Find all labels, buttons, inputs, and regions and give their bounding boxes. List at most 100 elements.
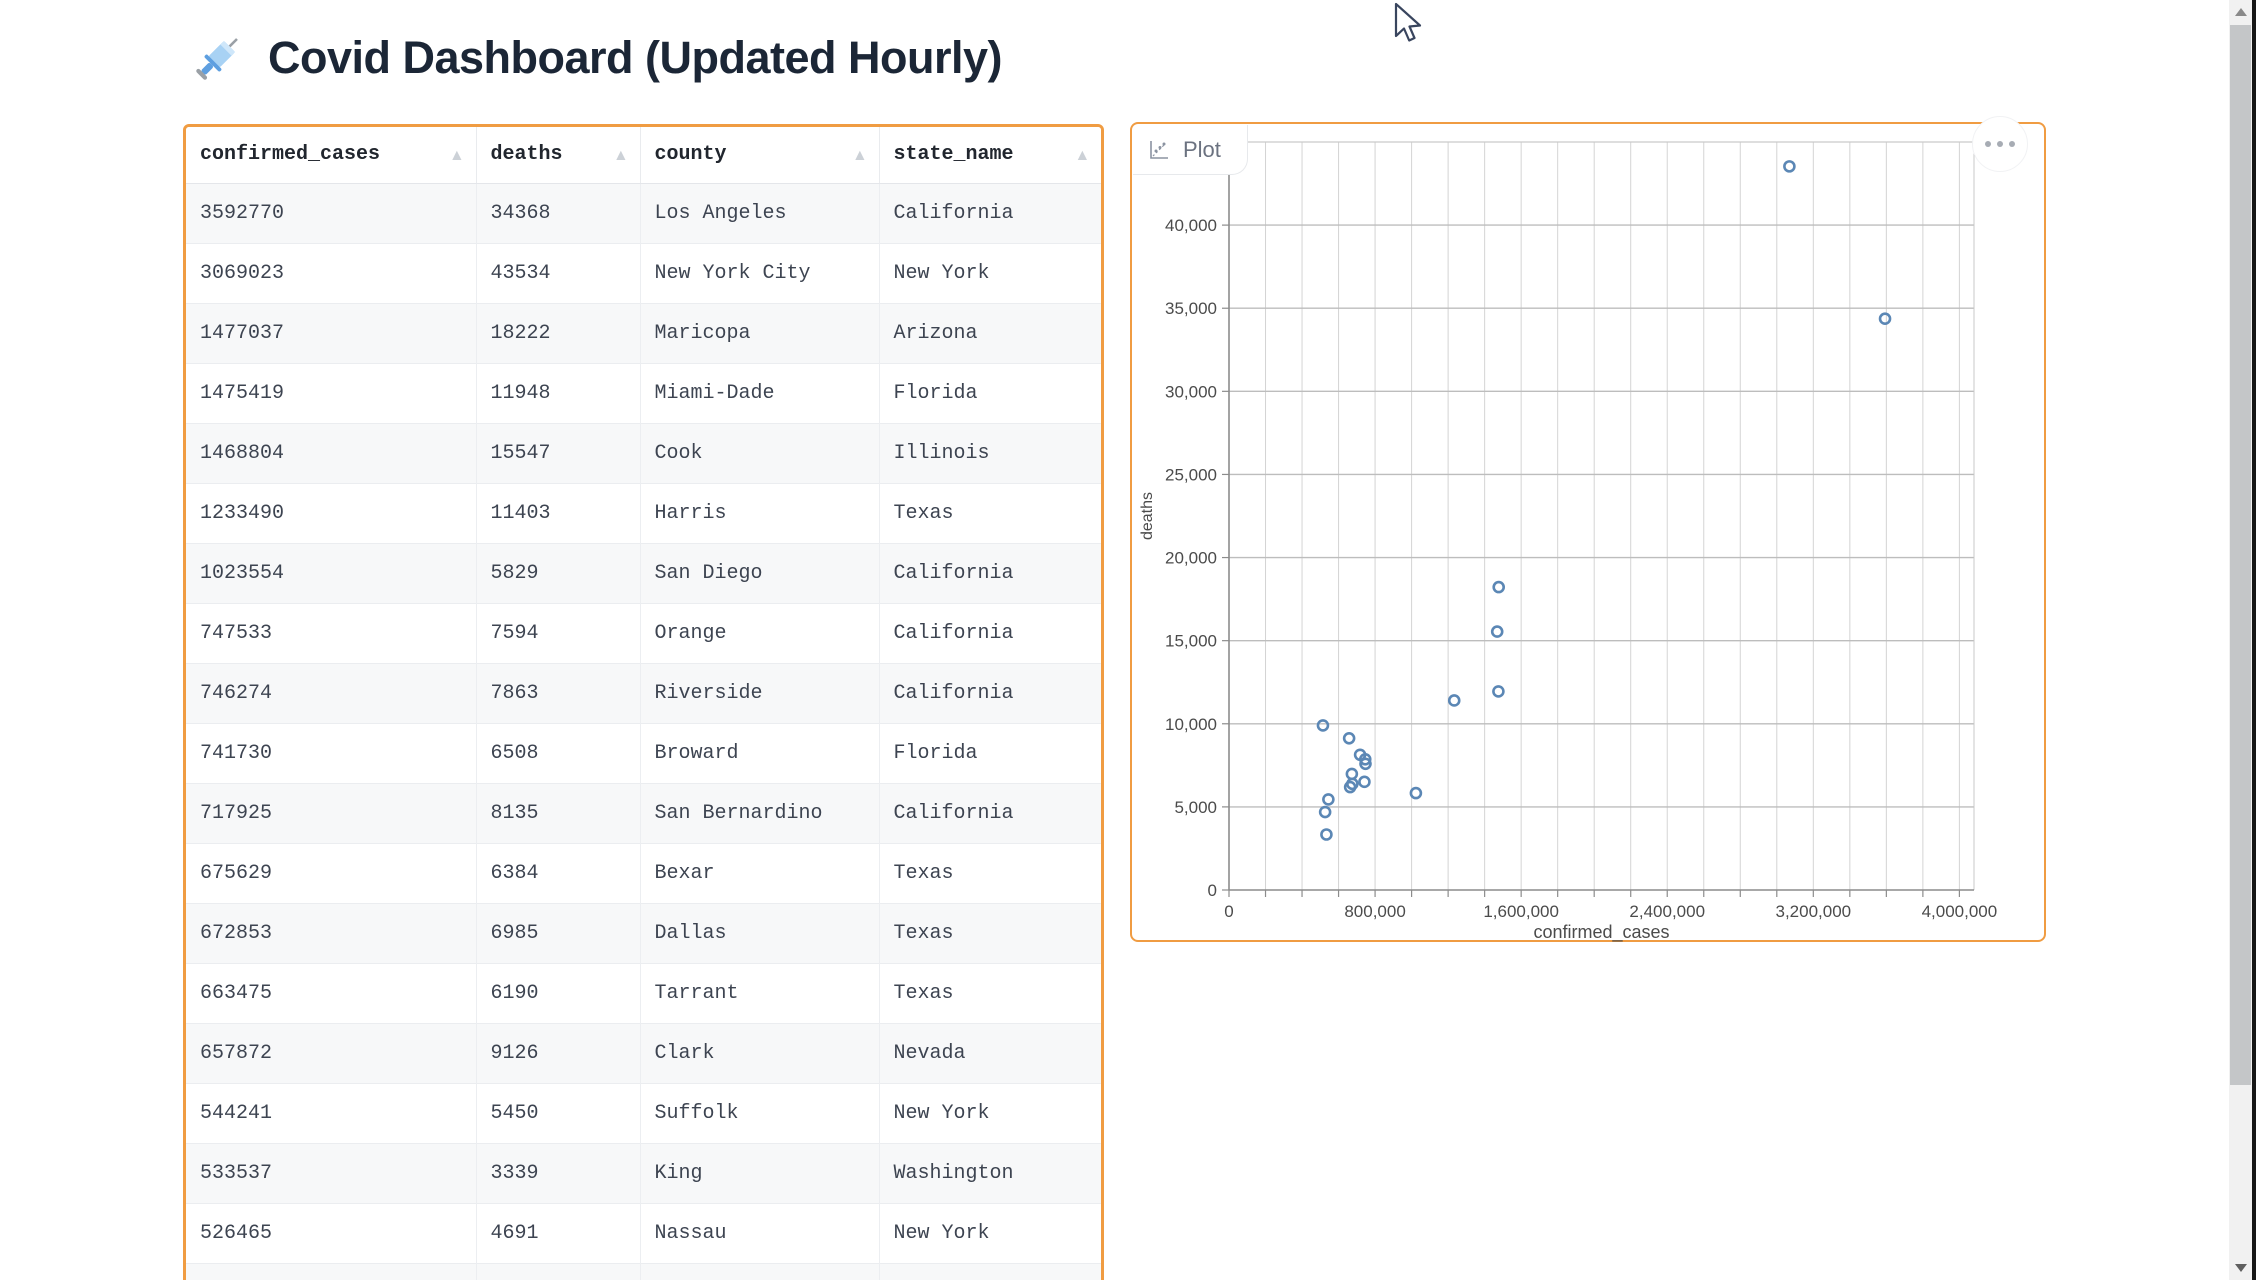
y-axis-title: deaths: [1139, 492, 1156, 540]
table-cell: California: [879, 182, 1101, 243]
sort-icon: ▲: [855, 147, 865, 162]
page-header: Covid Dashboard (Updated Hourly): [190, 30, 1003, 86]
table-cell: California: [879, 602, 1101, 663]
table-cell: Nevada: [879, 1022, 1101, 1083]
data-point[interactable]: [1353, 748, 1367, 762]
y-tick-label: 25,000: [1165, 465, 1217, 484]
data-point[interactable]: [1447, 694, 1461, 707]
data-point[interactable]: [1359, 757, 1372, 771]
table-cell: 7594: [476, 602, 641, 663]
x-tick-label: 1,600,000: [1483, 902, 1559, 921]
table-row: 717925 8135 San Bernardino California: [186, 782, 1101, 843]
ellipsis-icon: [1985, 141, 2015, 147]
column-header-county[interactable]: county ▲: [640, 127, 880, 184]
table-cell: Tarrant: [640, 962, 880, 1023]
table-cell: 657872: [186, 1022, 477, 1083]
y-tick-label: 5,000: [1174, 798, 1217, 817]
data-point[interactable]: [1492, 580, 1506, 594]
sort-icon: ▲: [452, 147, 462, 162]
table-row: 5145129902WayneMichigan: [186, 1262, 1101, 1280]
data-point[interactable]: [1490, 625, 1504, 638]
table-row: 746274 7863 Riverside California: [186, 662, 1101, 723]
x-tick-label: 4,000,000: [1922, 902, 1998, 921]
data-point[interactable]: [1492, 685, 1505, 698]
table-cell: 3069023: [186, 242, 477, 303]
table-cell: 1233490: [186, 482, 477, 543]
x-tick-label: 2,400,000: [1629, 902, 1705, 921]
table-row: 747533 7594 Orange California: [186, 602, 1101, 663]
table-cell: 6508: [476, 722, 641, 783]
data-point[interactable]: [1345, 767, 1359, 781]
column-header-confirmed_cases[interactable]: confirmed_cases ▲: [186, 127, 477, 184]
data-point[interactable]: [1878, 312, 1892, 326]
table-cell: 1477037: [186, 302, 477, 363]
table-cell: 1468804: [186, 422, 477, 483]
mouse-cursor: [1394, 2, 1422, 42]
data-point[interactable]: [1322, 793, 1335, 806]
table-row: 544241 5450 Suffolk New York: [186, 1082, 1101, 1143]
data-point[interactable]: [1783, 160, 1796, 173]
table-cell: 6384: [476, 842, 641, 903]
table-cell: 747533: [186, 602, 477, 663]
scroll-up-arrow-icon: [2234, 8, 2247, 16]
table-cell: Dallas: [640, 902, 880, 963]
plot-menu-button[interactable]: [1972, 116, 2028, 172]
table-cell: Michigan: [879, 1262, 1101, 1280]
data-point[interactable]: [1358, 775, 1371, 789]
y-tick-label: 0: [1208, 881, 1217, 900]
table-cell: Washington: [879, 1142, 1101, 1203]
y-tick-label: 30,000: [1165, 382, 1217, 401]
table-cell: California: [879, 782, 1101, 843]
column-header-deaths[interactable]: deaths ▲: [476, 127, 641, 184]
column-label: confirmed_cases: [200, 143, 381, 167]
table-cell: 11403: [476, 482, 641, 543]
data-point[interactable]: [1409, 786, 1423, 800]
table-row: 526465 4691 Nassau New York: [186, 1202, 1101, 1263]
table-cell: 1475419: [186, 362, 477, 423]
scatter-chart: 0 800,000 1,600,000 2,400,000 3,200,000 4,000…: [1139, 141, 1998, 943]
table-cell: 3339: [476, 1142, 641, 1203]
data-point[interactable]: [1343, 780, 1357, 794]
table-row: 741730 6508 Broward Florida: [186, 722, 1101, 783]
table-cell: 9126: [476, 1022, 641, 1083]
table-cell: Riverside: [640, 662, 880, 723]
scroll-down-button[interactable]: [2229, 1256, 2252, 1280]
scroll-up-button[interactable]: [2229, 0, 2252, 24]
scrollbar-thumb[interactable]: [2230, 25, 2251, 1085]
table-row: 3592770 34368 Los Angeles California: [186, 182, 1101, 243]
table-cell: Florida: [879, 362, 1101, 423]
y-tick-label: 10,000: [1165, 715, 1217, 734]
scatter-plot-icon: [1150, 140, 1168, 159]
table-cell: 1023554: [186, 542, 477, 603]
table-cell: Nassau: [640, 1202, 880, 1263]
scroll-down-arrow-icon: [2234, 1264, 2247, 1272]
x-axis-title: confirmed_cases: [1533, 922, 1669, 943]
table-row: 1477037 18222 Maricopa Arizona: [186, 302, 1101, 363]
column-header-state_name[interactable]: state_name ▲: [879, 127, 1101, 184]
table-cell: New York: [879, 242, 1101, 303]
table-cell: 8135: [476, 782, 641, 843]
vertical-scrollbar[interactable]: [2229, 0, 2252, 1280]
table-cell: 9902: [476, 1262, 641, 1280]
table-row: 1475419 11948 Miami-Dade Florida: [186, 362, 1101, 423]
table-cell: Bexar: [640, 842, 880, 903]
data-point[interactable]: [1320, 828, 1333, 841]
plot-tab[interactable]: Plot: [1133, 125, 1248, 175]
table-row: 1233490 11403 Harris Texas: [186, 482, 1101, 543]
table-cell: Texas: [879, 962, 1101, 1023]
table-cell: Texas: [879, 482, 1101, 543]
data-point[interactable]: [1342, 732, 1356, 745]
table-cell: Clark: [640, 1022, 880, 1083]
column-label: state_name: [893, 143, 1014, 167]
plot-panel: Plot 0 800,000 1,600,000 2,400,000 3,200,000…: [1130, 116, 2046, 943]
x-tick-label: 3,200,000: [1775, 902, 1851, 921]
data-point[interactable]: [1316, 719, 1330, 732]
table-cell: 672853: [186, 902, 477, 963]
screen-right-edge: [2252, 0, 2256, 1280]
table-cell: 3592770: [186, 182, 477, 243]
data-point[interactable]: [1318, 805, 1332, 819]
table-cell: Suffolk: [640, 1082, 880, 1143]
table-cell: California: [879, 662, 1101, 723]
table-cell: Harris: [640, 482, 880, 543]
table-cell: Cook: [640, 422, 880, 483]
